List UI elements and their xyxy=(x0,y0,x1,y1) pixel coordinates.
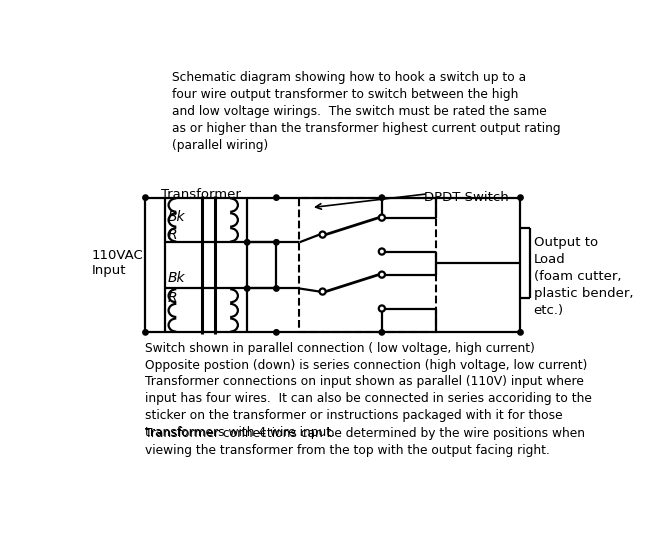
Text: Transformer connections on input shown as parallel (110V) input where
input has : Transformer connections on input shown a… xyxy=(145,375,592,439)
Circle shape xyxy=(320,289,326,295)
Bar xyxy=(299,197,436,332)
Circle shape xyxy=(379,249,385,255)
Text: DPDT Switch: DPDT Switch xyxy=(424,191,509,205)
Circle shape xyxy=(518,330,523,335)
Circle shape xyxy=(273,330,279,335)
Circle shape xyxy=(273,240,279,245)
Text: Transformer connections can be determined by the wire positions when
viewing the: Transformer connections can be determine… xyxy=(145,427,586,457)
Circle shape xyxy=(379,271,385,277)
Circle shape xyxy=(245,240,250,245)
Text: 110VAC
Input: 110VAC Input xyxy=(92,249,143,277)
Text: R: R xyxy=(168,291,178,305)
Text: Bk: Bk xyxy=(168,271,186,285)
Circle shape xyxy=(320,231,326,237)
Text: Bk: Bk xyxy=(168,210,186,224)
Circle shape xyxy=(143,195,148,200)
Text: R: R xyxy=(168,227,178,241)
Circle shape xyxy=(143,330,148,335)
Circle shape xyxy=(518,195,523,200)
Text: Switch shown in parallel connection ( low voltage, high current)
Opposite postio: Switch shown in parallel connection ( lo… xyxy=(145,342,588,373)
Circle shape xyxy=(245,286,250,291)
Circle shape xyxy=(379,305,385,311)
Circle shape xyxy=(273,286,279,291)
Text: Schematic diagram showing how to hook a switch up to a
four wire output transfor: Schematic diagram showing how to hook a … xyxy=(172,71,560,152)
Circle shape xyxy=(379,330,385,335)
Text: Transformer: Transformer xyxy=(161,188,241,201)
Circle shape xyxy=(379,215,385,221)
Circle shape xyxy=(379,195,385,200)
Text: Output to
Load
(foam cutter,
plastic bender,
etc.): Output to Load (foam cutter, plastic ben… xyxy=(533,236,633,317)
Circle shape xyxy=(273,195,279,200)
